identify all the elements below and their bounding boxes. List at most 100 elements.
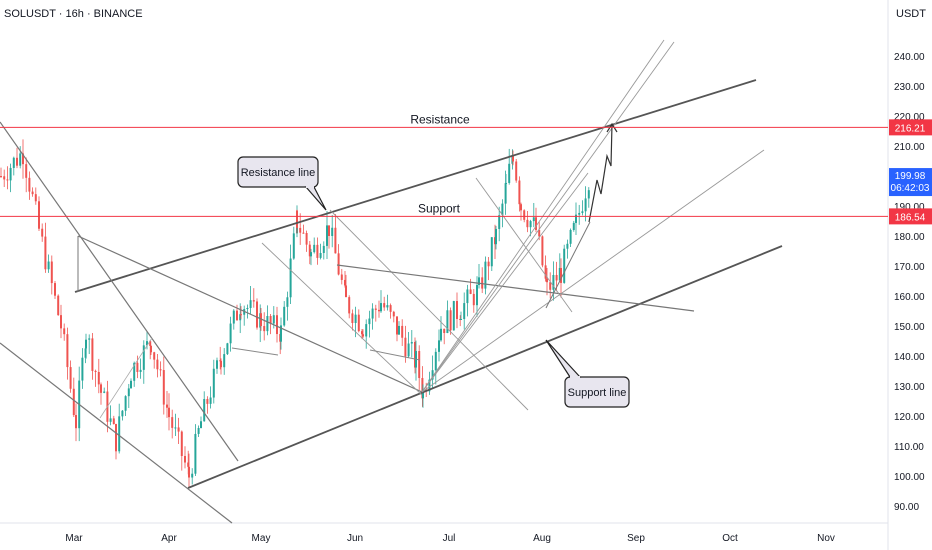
candle-body <box>460 318 462 320</box>
candle-body <box>109 418 112 422</box>
candle-body <box>541 236 544 266</box>
candle-body <box>566 243 569 249</box>
candle-body <box>159 369 162 371</box>
candle-body <box>362 334 364 337</box>
level-label: Resistance <box>410 112 470 126</box>
candle-body <box>299 227 302 233</box>
candle-body <box>529 221 532 228</box>
currency-label: USDT <box>896 8 926 20</box>
candle-body <box>481 277 484 289</box>
candle-body <box>50 261 53 284</box>
candle-body <box>575 214 577 223</box>
horizontal-levels: Resistance Support <box>0 112 888 217</box>
descending-line-lower <box>0 342 233 524</box>
candle-body <box>187 462 190 467</box>
candle-body <box>498 215 501 229</box>
candle-body <box>484 261 487 289</box>
candle-body <box>505 182 507 184</box>
descending-line-outer <box>0 121 239 462</box>
y-tick-label: 150.00 <box>894 322 925 333</box>
y-tick-label: 170.00 <box>894 262 925 273</box>
x-tick-label: Mar <box>65 533 83 544</box>
candle-body <box>438 340 440 352</box>
candle-body <box>337 253 340 275</box>
candle-body <box>171 417 174 428</box>
candle-body <box>354 314 357 324</box>
candle-body <box>206 399 209 404</box>
fan-line-4 <box>421 172 589 393</box>
candle-body <box>266 316 269 332</box>
breakout-line <box>545 221 591 309</box>
candle-body <box>127 388 130 397</box>
callout-support-line-text: Support line <box>568 387 627 399</box>
callout-resistance-line-text: Resistance line <box>241 167 316 179</box>
candle-body <box>584 198 587 212</box>
candle-body <box>316 244 319 258</box>
candle-body <box>232 310 235 324</box>
candle-body <box>16 157 18 166</box>
candle-body <box>115 424 117 452</box>
candle-body <box>223 354 226 368</box>
candle-body <box>449 310 452 331</box>
candle-body <box>85 339 87 349</box>
candle-body <box>401 325 404 338</box>
descending-line-jun <box>329 209 529 411</box>
y-tick-label: 90.00 <box>894 502 919 513</box>
candle-body <box>252 300 255 302</box>
candle-body <box>219 360 222 362</box>
mini-line-b <box>231 347 279 356</box>
candle-body <box>587 190 590 199</box>
candle-body <box>380 303 382 312</box>
candle-body <box>310 252 312 257</box>
candle-body <box>156 359 159 370</box>
callout-resistance-line[interactable]: Resistance line <box>237 156 327 211</box>
y-tick-label: 220.00 <box>894 112 925 123</box>
candle-body <box>150 345 152 353</box>
candle-body <box>361 331 363 335</box>
callout-support-line[interactable]: Support line <box>545 339 630 408</box>
candle-body <box>532 217 535 222</box>
projection-arrowhead <box>606 122 618 133</box>
candle-body <box>421 378 424 399</box>
candle-body <box>44 236 47 270</box>
candle-body <box>146 341 148 346</box>
candlesticks <box>0 139 590 489</box>
candle-body <box>504 183 507 204</box>
candle-body <box>518 180 521 205</box>
candle-body <box>130 380 132 389</box>
candle-body <box>31 191 34 195</box>
y-tick-label: 160.00 <box>894 292 925 303</box>
candle-body <box>91 338 94 371</box>
bar-countdown-text: 06:42:03 <box>891 183 930 194</box>
candle-body <box>94 370 97 372</box>
candle-body <box>478 277 480 286</box>
candle-body <box>162 370 165 405</box>
candle-body <box>57 295 60 316</box>
candle-body <box>66 334 69 368</box>
candle-body <box>60 315 62 329</box>
candle-body <box>508 163 511 183</box>
candle-body <box>466 289 469 304</box>
candle-body <box>520 204 522 211</box>
y-tick-label: 130.00 <box>894 382 925 393</box>
mini-line-a <box>99 337 153 419</box>
candle-body <box>63 328 66 335</box>
candle-body <box>334 227 337 254</box>
candle-body <box>351 313 354 324</box>
current-price-tag <box>889 168 932 197</box>
candle-body <box>236 310 238 321</box>
candle-body <box>133 362 136 381</box>
y-tick-label: 120.00 <box>894 412 925 423</box>
candle-body <box>313 244 316 253</box>
candle-body <box>184 456 186 463</box>
candle-body <box>476 285 478 306</box>
candle-body <box>142 345 145 370</box>
candle-body <box>263 326 266 332</box>
candle-body <box>256 301 258 328</box>
candle-body <box>149 341 152 346</box>
descending-line-jul <box>475 177 573 313</box>
level-price-tag <box>889 119 932 136</box>
price-axis: 240.00230.00220.00210.00200.00190.00180.… <box>894 52 925 513</box>
x-tick-label: Jul <box>443 533 456 544</box>
